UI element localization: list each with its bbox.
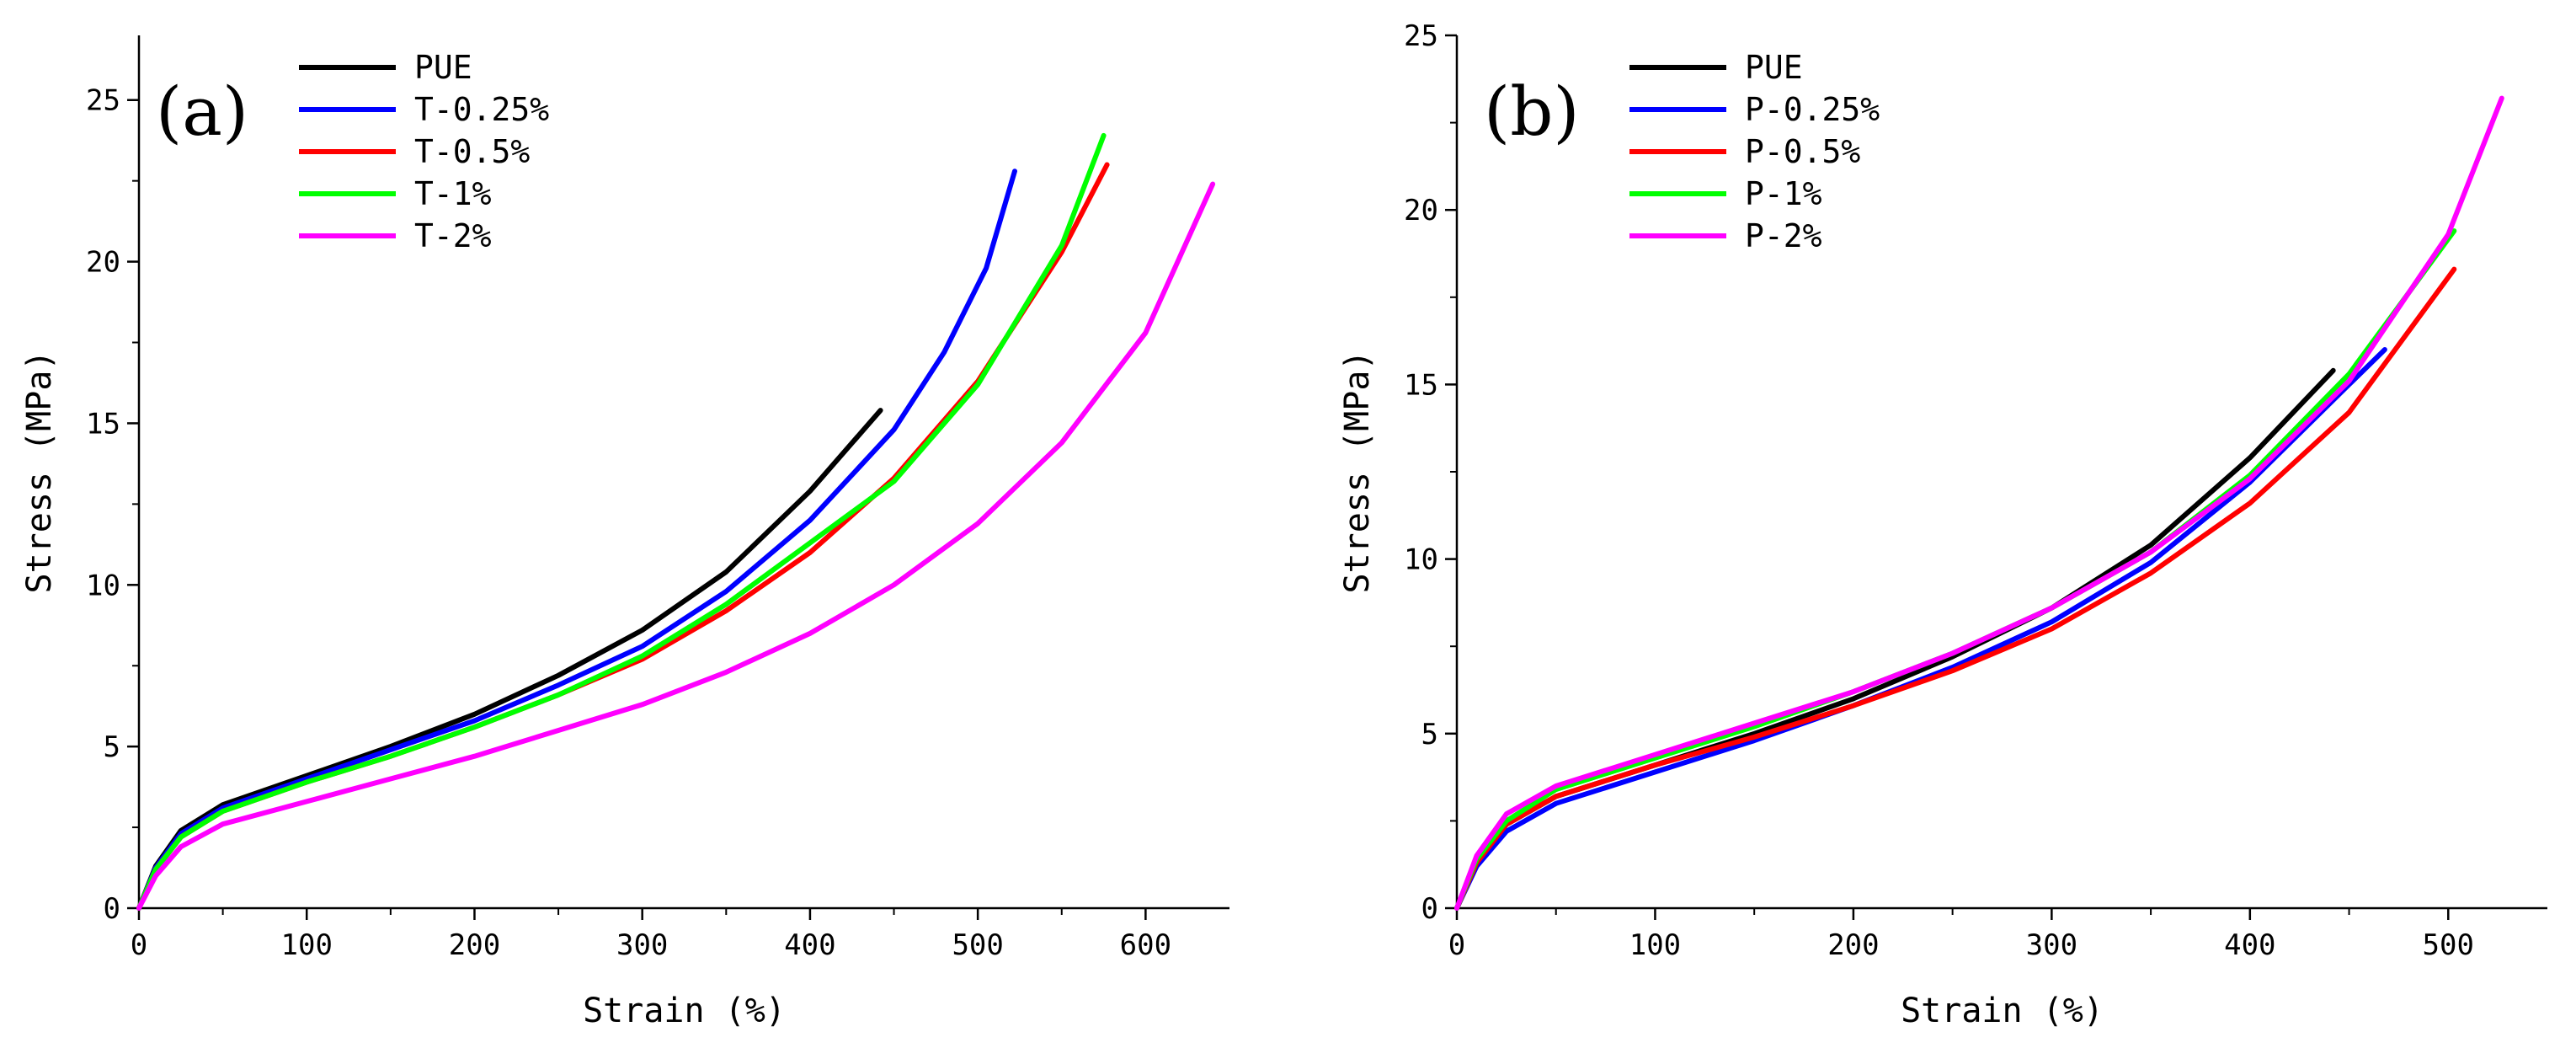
legend-label: T-1%: [414, 175, 492, 212]
series-line-pue: [1454, 367, 2336, 911]
x-tick-label: 300: [2026, 928, 2077, 962]
legend-label: P-0.25%: [1745, 91, 1880, 128]
x-axis-title: Strain (%): [583, 992, 786, 1030]
series-line-t-2-: [136, 181, 1216, 911]
y-axis-title: Stress (MPa): [1338, 350, 1377, 594]
x-tick-label: 200: [1827, 928, 1879, 962]
y-tick-label: 10: [86, 569, 120, 602]
series-line-p-2-: [1454, 95, 2504, 911]
y-tick-label: 25: [86, 84, 120, 118]
y-tick-label: 20: [86, 246, 120, 280]
y-tick-label: 0: [1421, 892, 1438, 926]
y-tick-label: 25: [1404, 19, 1438, 53]
series-line-p-0-25-: [1454, 347, 2387, 911]
panel-label: (b): [1484, 72, 1580, 151]
series-line-pue: [136, 408, 883, 911]
legend-label: P-1%: [1745, 175, 1822, 212]
x-tick-label: 300: [616, 928, 668, 962]
x-tick-label: 600: [1120, 928, 1171, 962]
x-tick-label: 500: [2423, 928, 2474, 962]
x-tick-label: 0: [131, 928, 147, 962]
x-tick-label: 400: [784, 928, 835, 962]
x-tick-label: 0: [1448, 928, 1465, 962]
legend-label: T-0.5%: [414, 133, 530, 170]
legend-label: P-2%: [1745, 217, 1822, 254]
y-tick-label: 10: [1404, 543, 1438, 577]
y-tick-label: 15: [86, 407, 120, 441]
x-tick-label: 100: [1629, 928, 1681, 962]
y-axis-title: Stress (MPa): [20, 350, 59, 594]
x-tick-label: 200: [449, 928, 500, 962]
legend-label: PUE: [1745, 49, 1803, 86]
y-tick-label: 5: [1421, 718, 1438, 751]
legend-label: P-0.5%: [1745, 133, 1860, 170]
panel-label: (a): [156, 72, 248, 151]
panel-b: 0 100 200 300 400 500 0 5 10 15 20 25 Strain (%) Stre…: [1338, 19, 2547, 1030]
x-tick-label: 400: [2224, 928, 2275, 962]
y-tick-label: 20: [1404, 194, 1438, 227]
series-line-p-0-5-: [1454, 266, 2457, 911]
panel-a: 0 100 200 300 400 500 600 0 5 10 15 20 25 Strain (%) S…: [20, 35, 1229, 1030]
x-axis-title: Strain (%): [1901, 992, 2104, 1030]
x-tick-label: 100: [281, 928, 333, 962]
y-tick-label: 5: [104, 730, 120, 764]
x-tick-label: 500: [952, 928, 1003, 962]
legend-label: T-0.25%: [414, 91, 549, 128]
legend-label: PUE: [414, 49, 472, 86]
series-line-p-1-: [1454, 228, 2457, 911]
y-tick-label: 15: [1404, 368, 1438, 402]
series-line-t-1-: [136, 132, 1107, 911]
series-line-t-0-25-: [136, 168, 1017, 911]
y-tick-label: 0: [104, 892, 120, 926]
legend-label: T-2%: [414, 217, 492, 254]
